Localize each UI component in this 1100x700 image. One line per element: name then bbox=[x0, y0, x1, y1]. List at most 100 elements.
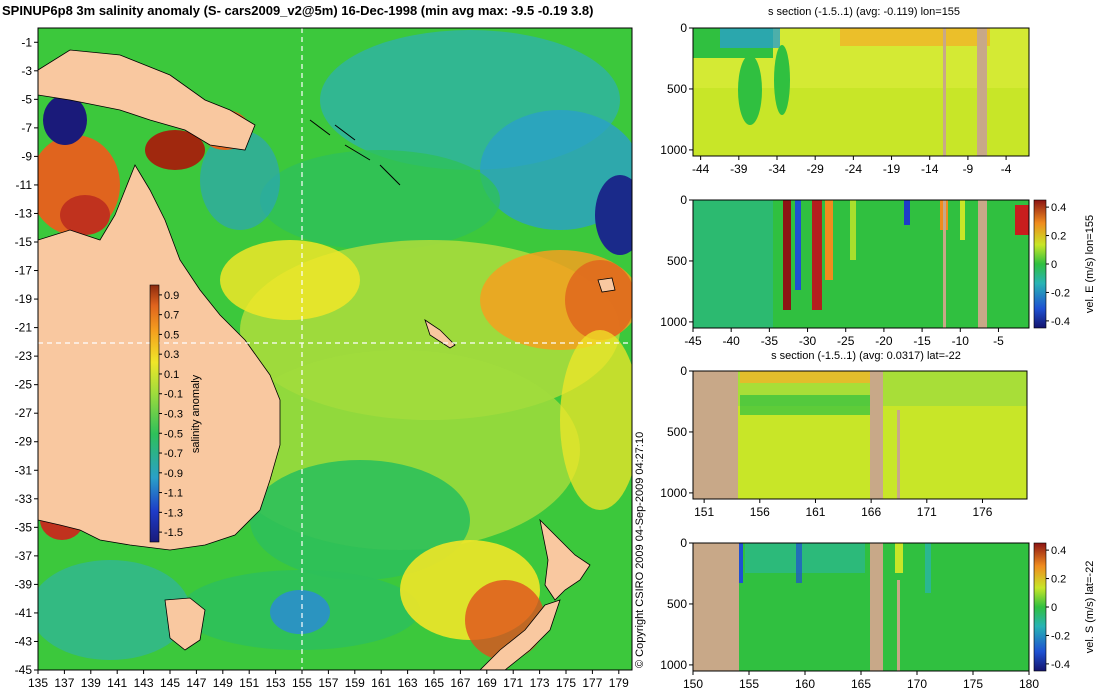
anomaly-patch bbox=[43, 95, 87, 145]
panel-s-section-lon: s section (-1.5..1) (avg: -0.119) lon=15… bbox=[660, 6, 1030, 176]
section-x-tick-label: -20 bbox=[875, 334, 893, 348]
vel-colorbar-tick-label: -0.4 bbox=[1051, 316, 1070, 328]
anomaly-patch bbox=[220, 240, 360, 320]
anomaly-patch bbox=[260, 150, 500, 250]
section-x-tick-label: -40 bbox=[723, 334, 741, 348]
section-x-tick-label: -24 bbox=[845, 162, 863, 176]
map-y-tick-label: -9 bbox=[21, 149, 32, 163]
map-y-tick-label: -27 bbox=[15, 406, 33, 420]
section-x-tick-label: -19 bbox=[883, 162, 901, 176]
map-y-tick-label: -15 bbox=[15, 235, 33, 249]
map-frame bbox=[37, 27, 633, 671]
map-x-tick-label: 153 bbox=[266, 676, 286, 690]
section-x-tick-label: 155 bbox=[739, 677, 759, 691]
panel4-ylabel: vel. S (m/s) lat=-22 bbox=[1084, 561, 1096, 654]
vel-colorbar-tick-label: 0.4 bbox=[1051, 545, 1066, 557]
section-y-tick-label: 0 bbox=[680, 193, 687, 207]
section-x-tick-label: -34 bbox=[768, 162, 786, 176]
map-x-tick-label: 175 bbox=[556, 676, 576, 690]
colorbar-tick-label: -0.1 bbox=[164, 389, 183, 401]
map-y-tick-label: -17 bbox=[15, 264, 33, 278]
colorbar-tick-label: -1.5 bbox=[164, 527, 183, 539]
map-x-tick-label: 147 bbox=[186, 676, 206, 690]
section-y-tick-label: 0 bbox=[680, 536, 687, 550]
map-x-tick-label: 167 bbox=[450, 676, 470, 690]
map-x-tick-label: 159 bbox=[345, 676, 365, 690]
vel-s-colorbar bbox=[1033, 542, 1047, 672]
land-new-zealand-north bbox=[539, 518, 591, 601]
salinity-map: 135 137 139 141 143 145 147 149 151 153 155 157 159 1… bbox=[15, 27, 633, 690]
map-y-axis: -1 -3 -5 -7 -9 -11 -13 -15 -17 -19 -21 -23 -25 -27 -29… bbox=[15, 35, 38, 677]
land-tasmania bbox=[164, 597, 206, 651]
panel3-title: s section (-1.5..1) (avg: 0.0317) lat=-2… bbox=[771, 350, 961, 362]
section-x-tick-label: -9 bbox=[963, 162, 974, 176]
map-x-tick-label: 149 bbox=[213, 676, 233, 690]
panel3-x-axis: 151 156 161 166 171 176 bbox=[694, 499, 993, 519]
map-x-tick-label: 171 bbox=[503, 676, 523, 690]
section-y-tick-label: 1000 bbox=[660, 143, 687, 157]
map-x-tick-label: 179 bbox=[609, 676, 629, 690]
section-x-tick-label: 175 bbox=[963, 677, 983, 691]
map-y-tick-label: -29 bbox=[15, 435, 33, 449]
panel1-x-axis: -44 -39 -34 -29 -24 -19 -14 -9 -4 bbox=[692, 156, 1012, 176]
map-y-tick-label: -7 bbox=[21, 121, 32, 135]
map-x-tick-label: 141 bbox=[107, 676, 127, 690]
anomaly-patch bbox=[480, 110, 632, 230]
colorbar-tick-label: 0.9 bbox=[164, 290, 179, 302]
colorbar-tick-label: -0.3 bbox=[164, 409, 183, 421]
panel4-x-axis: 150 155 160 165 170 175 180 bbox=[683, 671, 1039, 691]
section-x-tick-label: -4 bbox=[1001, 162, 1012, 176]
copyright-text: © Copyright CSIRO 2009 04-Sep-2009 04:27… bbox=[634, 432, 646, 668]
anomaly-patch bbox=[595, 175, 632, 255]
colorbar-tick-label: 0.7 bbox=[164, 310, 179, 322]
colorbar-tick-label: -0.9 bbox=[164, 468, 183, 480]
map-x-tick-label: 157 bbox=[318, 676, 338, 690]
panel4-y-axis: 0 500 1000 bbox=[660, 536, 693, 672]
map-x-tick-label: 155 bbox=[292, 676, 312, 690]
section-x-tick-label: 150 bbox=[683, 677, 703, 691]
panel-s-section-lat: s section (-1.5..1) (avg: 0.0317) lat=-2… bbox=[660, 350, 1028, 519]
section-y-tick-label: 1000 bbox=[660, 658, 687, 672]
section-y-tick-label: 500 bbox=[667, 425, 687, 439]
section-x-tick-label: -45 bbox=[684, 334, 702, 348]
colorbar-tick-label: 0.5 bbox=[164, 329, 179, 341]
vel-colorbar-tick-label: 0.4 bbox=[1051, 202, 1066, 214]
section-y-tick-label: 500 bbox=[667, 597, 687, 611]
land-new-caledonia bbox=[424, 319, 456, 349]
map-y-tick-label: -19 bbox=[15, 292, 33, 306]
colorbar-tick-label: -0.7 bbox=[164, 448, 183, 460]
section-x-tick-label: 161 bbox=[805, 505, 825, 519]
map-x-tick-label: 135 bbox=[28, 676, 48, 690]
anomaly-patch bbox=[145, 130, 205, 170]
map-y-tick-label: -11 bbox=[16, 178, 33, 192]
land-fiji bbox=[597, 277, 616, 293]
section-x-tick-label: 156 bbox=[750, 505, 770, 519]
vel-colorbar-tick-label: -0.2 bbox=[1051, 630, 1070, 642]
salinity-colorbar bbox=[149, 284, 160, 543]
section-y-tick-label: 0 bbox=[680, 21, 687, 35]
map-y-tick-label: -25 bbox=[15, 378, 33, 392]
panel2-x-axis: -45 -40 -35 -30 -25 -20 -15 -10 -5 bbox=[684, 328, 1004, 348]
map-x-tick-label: 173 bbox=[530, 676, 550, 690]
anomaly-patch bbox=[250, 460, 470, 580]
map-y-tick-label: -37 bbox=[15, 549, 33, 563]
section-x-tick-label: -25 bbox=[837, 334, 855, 348]
anomaly-patch bbox=[60, 195, 110, 235]
anomaly-patch bbox=[565, 260, 632, 340]
map-y-tick-label: -33 bbox=[15, 492, 33, 506]
vel-colorbar-tick-label: 0 bbox=[1051, 259, 1057, 271]
map-y-tick-label: -31 bbox=[15, 463, 33, 477]
salinity-colorbar-label: salinity anomaly bbox=[190, 374, 202, 453]
salinity-colorbar-ticks: 0.9 0.7 0.5 0.3 0.1 -0.1 -0.3 -0.5 -0.7 -0.9 -1.1 -… bbox=[159, 290, 183, 539]
section-x-tick-label: 176 bbox=[972, 505, 992, 519]
vel-colorbar-tick-label: 0 bbox=[1051, 602, 1057, 614]
anomaly-patch bbox=[270, 590, 330, 634]
chart-title: SPINUP6p8 3m salinity anomaly (S- cars20… bbox=[2, 3, 594, 18]
section-x-tick-label: 166 bbox=[861, 505, 881, 519]
anomaly-patch bbox=[38, 560, 190, 660]
section-x-tick-label: -29 bbox=[807, 162, 825, 176]
section-x-tick-label: 160 bbox=[795, 677, 815, 691]
section-x-tick-label: -5 bbox=[993, 334, 1004, 348]
